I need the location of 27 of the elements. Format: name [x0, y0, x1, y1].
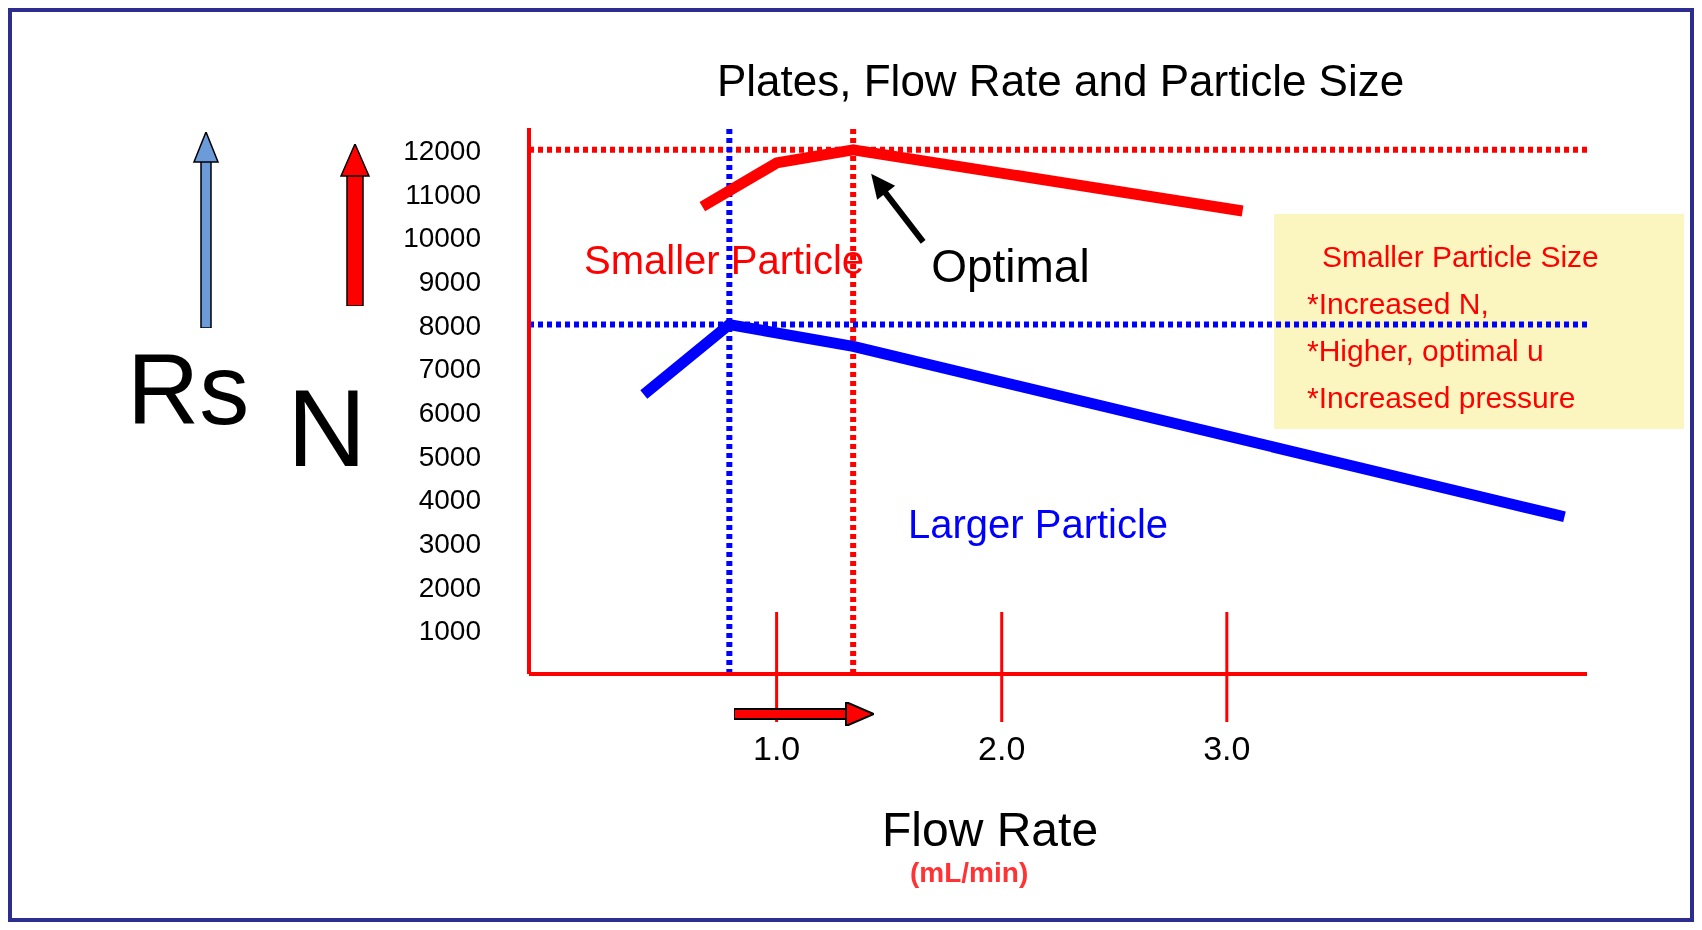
chart-title: Plates, Flow Rate and Particle Size [717, 56, 1405, 106]
y-tick-label: 7000 [418, 353, 481, 385]
y-tick-label: 8000 [418, 309, 481, 341]
x-tick-label: 1.0 [752, 729, 801, 767]
y-tick-label: 11000 [405, 178, 481, 210]
y-tick-label: 9000 [418, 265, 481, 297]
annotation: *Increased N, [1307, 287, 1489, 321]
annotation: *Higher, optimal u [1307, 334, 1544, 368]
y-tick-label: 6000 [418, 396, 481, 428]
text: Rs [127, 332, 250, 447]
annotation: Optimal [931, 239, 1090, 292]
annotation: Smaller Particle Size [1322, 240, 1599, 274]
series-label: Larger Particle [908, 502, 1169, 547]
y-tick-label: 12000 [403, 134, 481, 166]
annotation: *Increased pressure [1307, 381, 1576, 415]
series-label: Smaller Particle [584, 238, 865, 283]
y-tick-label: 1000 [418, 615, 481, 647]
y-tick-label: 2000 [418, 571, 481, 603]
text: (mL/min) [910, 857, 1029, 889]
y-tick-label: 10000 [403, 222, 481, 254]
x-axis-title: Flow Rate [882, 802, 1099, 857]
x-tick-label: 2.0 [978, 729, 1026, 767]
y-tick-label: 4000 [418, 484, 481, 516]
y-axis-title: N [287, 365, 367, 491]
y-tick-label: 3000 [418, 527, 481, 559]
x-tick-label: 3.0 [1203, 729, 1251, 767]
y-tick-label: 5000 [418, 440, 481, 472]
